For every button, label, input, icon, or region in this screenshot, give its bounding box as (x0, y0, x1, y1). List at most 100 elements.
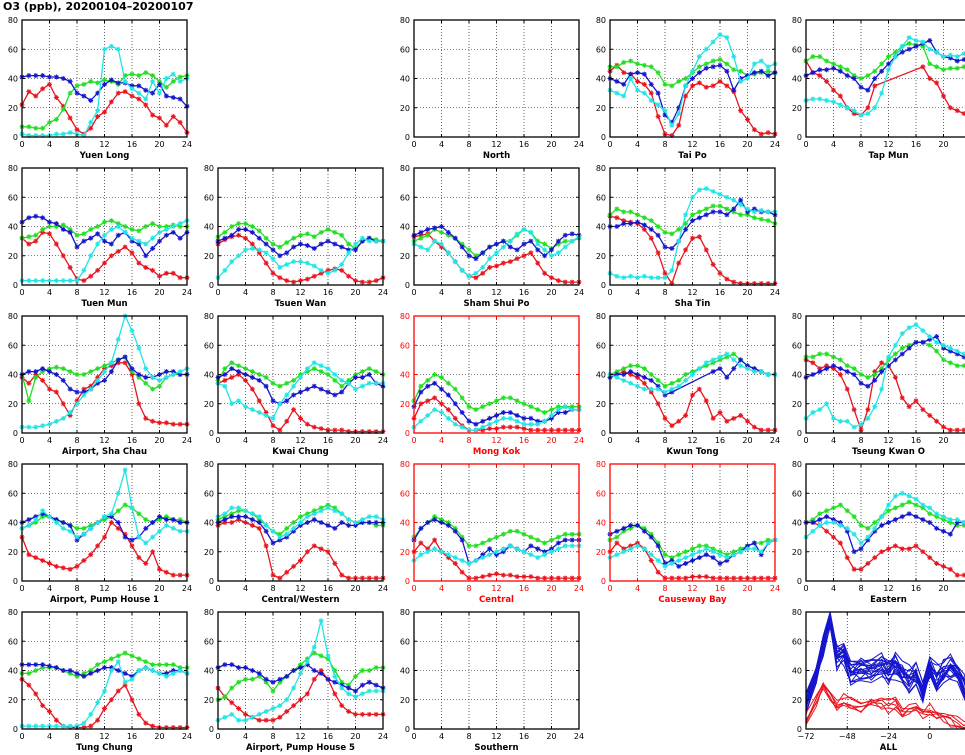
red-data-point (170, 421, 176, 427)
blue-data-point (150, 520, 156, 525)
cyan-data-point (751, 61, 757, 67)
cyan-data-point (500, 415, 506, 421)
red-data-point (74, 398, 80, 404)
cyan-data-point (311, 511, 317, 517)
x-tick-label: 0 (215, 584, 220, 593)
red-data-point (961, 572, 965, 578)
cyan-data-point (53, 723, 59, 729)
blue-data-point (892, 517, 898, 523)
green-data-point (157, 78, 162, 84)
cyan-data-point (229, 259, 235, 265)
green-data-point (270, 380, 276, 386)
blue-data-point (906, 511, 912, 517)
cyan-data-point (129, 235, 135, 241)
red-data-point (163, 420, 169, 426)
red-data-point (425, 398, 431, 404)
red-data-point (920, 64, 926, 70)
blue-data-point (263, 676, 269, 682)
blue-data-point (432, 380, 438, 386)
x-tick-label: 4 (635, 288, 640, 297)
cyan-data-point (542, 418, 548, 424)
blue-data-point (177, 235, 183, 241)
red-data-point (40, 558, 46, 564)
green-data-point (758, 216, 764, 222)
blue-data-point (249, 374, 255, 380)
blue-data-point (311, 668, 317, 673)
blue-data-point (452, 235, 458, 241)
green-data-point (941, 517, 946, 523)
cyan-data-point (325, 505, 331, 511)
blue-data-point (88, 97, 94, 103)
red-data-point (60, 253, 66, 259)
green-data-point (346, 682, 352, 688)
green-data-point (824, 58, 830, 64)
green-data-point (641, 525, 647, 531)
x-tick-label: 4 (439, 732, 444, 741)
x-tick-label: 8 (270, 288, 275, 297)
blue-data-point (95, 231, 101, 237)
cyan-data-point (961, 51, 965, 57)
blue-data-point (648, 534, 654, 540)
blue-data-point (669, 389, 675, 395)
red-data-point (284, 569, 290, 575)
red-data-point (359, 279, 365, 285)
green-data-point (304, 656, 310, 662)
blue-data-point (751, 366, 757, 372)
cyan-data-point (108, 668, 114, 673)
cyan-data-point (459, 267, 465, 273)
blue-data-point (621, 372, 627, 377)
red-data-point (339, 427, 345, 433)
y-tick-label: 60 (792, 489, 802, 498)
red-data-point (26, 89, 32, 95)
y-tick-label: 0 (601, 429, 606, 438)
x-tick-label: 0 (803, 140, 808, 149)
x-tick-label: 4 (47, 732, 52, 741)
cyan-data-point (562, 543, 568, 549)
red-data-point (284, 708, 290, 714)
blue-data-point (346, 247, 352, 253)
blue-data-point (425, 520, 431, 525)
cyan-data-point (60, 131, 66, 137)
x-tick-label: 4 (635, 584, 640, 593)
blue-data-point (751, 70, 757, 76)
blue-data-point (40, 366, 46, 372)
red-data-point (366, 575, 372, 581)
blue-data-point (480, 250, 486, 256)
red-data-point (339, 267, 345, 273)
blue-data-point (528, 543, 534, 549)
cyan-data-point (696, 549, 702, 555)
y-tick-label: 0 (13, 429, 18, 438)
green-data-point (906, 342, 912, 348)
green-data-point (934, 348, 940, 354)
red-data-point (47, 81, 52, 87)
x-tick-label: 4 (243, 584, 248, 593)
green-data-point (920, 43, 926, 49)
cyan-data-point (751, 209, 757, 215)
red-data-point (311, 424, 317, 430)
blue-data-point (256, 520, 262, 525)
red-data-point (831, 534, 836, 540)
cyan-data-point (143, 665, 149, 671)
green-data-point (690, 546, 695, 552)
green-data-point (961, 64, 965, 70)
green-data-point (236, 508, 242, 514)
red-data-point (669, 423, 675, 429)
blue-data-point (569, 537, 575, 543)
green-data-point (920, 505, 926, 511)
blue-data-point (954, 351, 960, 357)
green-data-point (373, 369, 379, 375)
green-data-point (934, 64, 940, 70)
x-tick-label: 24 (574, 732, 584, 741)
y-tick-label: 60 (8, 489, 18, 498)
cyan-data-point (102, 232, 107, 238)
blue-data-point (542, 253, 548, 259)
blue-data-point (304, 520, 310, 525)
cyan-data-point (480, 264, 486, 270)
blue-data-point (473, 256, 479, 262)
red-data-point (304, 691, 310, 697)
blue-data-point (865, 383, 871, 389)
green-data-point (487, 537, 493, 543)
green-data-point (731, 351, 737, 357)
y-tick-label: 60 (792, 341, 802, 350)
red-data-point (108, 99, 114, 105)
